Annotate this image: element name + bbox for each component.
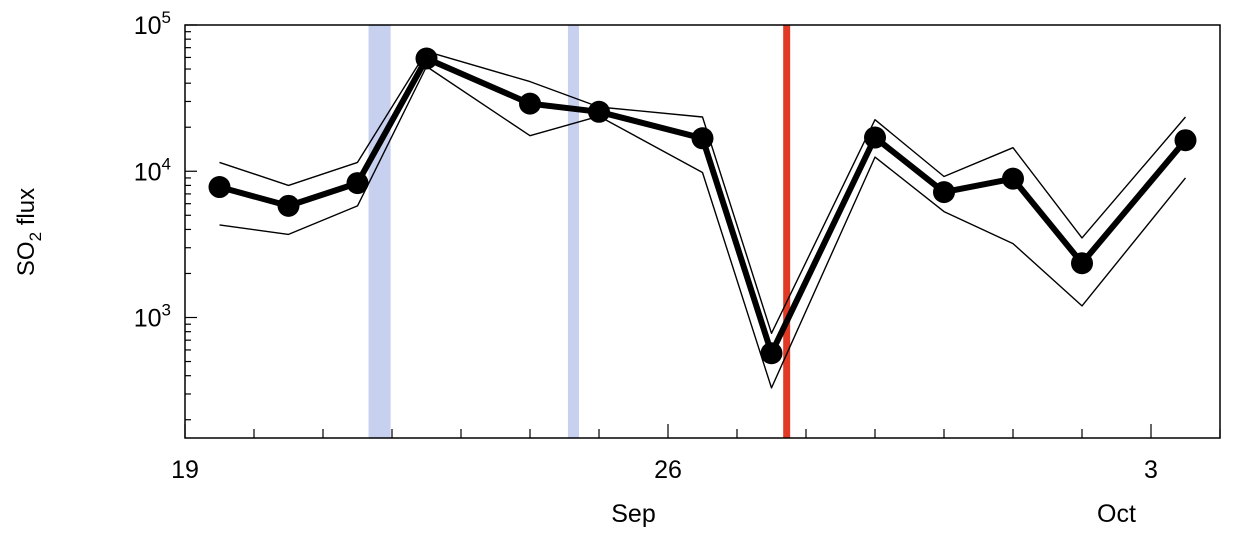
shaded-period-band — [567, 25, 579, 438]
data-series — [208, 47, 1197, 389]
x-tick-label: 19 — [171, 456, 199, 484]
data-point — [415, 47, 438, 70]
plot-axes — [184, 24, 1221, 439]
y-axis-label: SO2 flux — [13, 188, 45, 276]
y-tick-label: 105 — [134, 8, 171, 40]
data-point — [760, 342, 783, 365]
data-point — [588, 100, 610, 123]
axis-labels: 19 26 3 Sep Oct 103 104 105 — [134, 8, 1158, 528]
data-point — [1002, 167, 1024, 190]
x-tick-label: 3 — [1144, 456, 1158, 484]
data-point — [691, 127, 714, 150]
y-tick-label: 104 — [134, 154, 171, 186]
shaded-periods — [368, 25, 579, 438]
data-point — [1174, 129, 1197, 152]
envelope-lower-line — [219, 65, 1187, 389]
main-series-line — [218, 55, 1188, 357]
y-tick-label: 103 — [134, 301, 171, 333]
data-point — [208, 176, 231, 199]
x-month-label: Sep — [611, 500, 655, 528]
data-point — [277, 194, 300, 217]
data-point — [864, 126, 886, 149]
data-point — [1071, 252, 1093, 275]
shaded-period-band — [368, 25, 391, 438]
data-point — [519, 92, 541, 115]
data-point — [933, 181, 955, 204]
plot-frame — [184, 24, 1221, 439]
x-tick-label: 26 — [654, 456, 682, 484]
envelope-upper-line — [219, 50, 1187, 334]
x-month-label: Oct — [1097, 500, 1136, 528]
data-point — [346, 172, 369, 195]
